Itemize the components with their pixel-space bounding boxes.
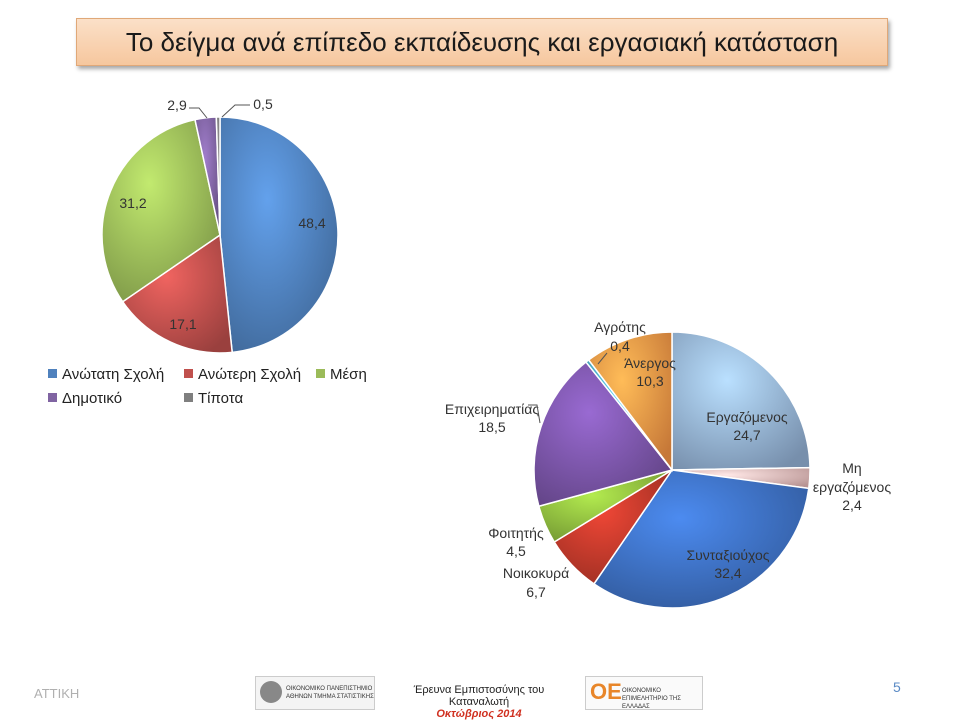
pie-slice-1-2 (592, 469, 810, 609)
category-label-1-1b: εργαζόμενος (813, 479, 891, 495)
value-label-0-2: 31,2 (119, 195, 146, 211)
page-number: 5 (893, 679, 901, 695)
legend-swatch-icon (48, 393, 57, 402)
footer: ΑΤΤΙΚΗ ΟΙΚΟΝΟΜΙΚΟ ΠΑΝΕΠΙΣΤΗΜΙΟ ΑΘΗΝΩΝ ΤΜ… (0, 666, 960, 720)
aueb-logo: ΟΙΚΟΝΟΜΙΚΟ ΠΑΝΕΠΙΣΤΗΜΙΟ ΑΘΗΝΩΝ ΤΜΗΜΑ ΣΤΑ… (255, 676, 375, 710)
category-label-1-0: Εργαζόμενος (706, 409, 788, 425)
legend-item-4: Τίποτα (184, 390, 243, 407)
value-label-0-3: 2,9 (167, 97, 187, 113)
legend-item-3: Δημοτικό (48, 390, 122, 407)
legend-label: Ανώτερη Σχολή (198, 366, 302, 383)
pie-slice-1-7 (587, 331, 673, 473)
value-label-1-2: 32,4 (714, 565, 741, 581)
legend-swatch-icon (316, 369, 325, 378)
category-label-1-2: Συνταξιούχος (686, 547, 769, 563)
value-label-1-4: 4,5 (506, 543, 526, 559)
value-label-0-4: 0,5 (253, 96, 273, 112)
category-label-1-5: Επιχειρηματίας (445, 401, 539, 417)
survey-date: Οκτώβριος 2014 (436, 708, 522, 720)
leader-line-0-3 (189, 107, 208, 119)
legend-item-0: Ανώτατη Σχολή (48, 366, 164, 383)
value-label-1-3: 6,7 (526, 584, 546, 600)
pie-slice-0-0 (219, 116, 339, 354)
value-label-1-7: 10,3 (636, 373, 663, 389)
logo2-text: ΟΙΚΟΝΟΜΙΚΟ ΕΠΙΜΕΛΗΤΗΡΙΟ ΤΗΣ ΕΛΛΑΔΑΣ (622, 688, 681, 710)
value-label-1-5: 18,5 (478, 419, 505, 435)
charts-canvas: 48,4 17,1 31,2 2,9 0,5 Εργαζόμενος 24,7 Μη εργαζ… (101, 96, 891, 609)
legend-label: Μέση (330, 366, 367, 383)
education-pie-chart (101, 116, 339, 354)
legend-label: Δημοτικό (62, 390, 123, 407)
legend-swatch-icon (48, 369, 57, 378)
leader-line-0-4 (221, 104, 250, 118)
pie-slice-0-2 (101, 118, 221, 303)
value-label-1-1: 2,4 (842, 497, 862, 513)
logo1-text: ΟΙΚΟΝΟΜΙΚΟ ΠΑΝΕΠΙΣΤΗΜΙΟ ΑΘΗΝΩΝ ΤΜΗΜΑ ΣΤΑ… (286, 686, 374, 700)
category-label-1-3: Νοικοκυρά (503, 565, 569, 581)
legend-label: Τίποτα (198, 390, 244, 407)
slide-title: Το δείγμα ανά επίπεδο εκπαίδευσης και ερ… (125, 27, 839, 57)
legend-item-1: Ανώτερη Σχολή (184, 366, 301, 383)
category-label-1-7: Άνεργος (624, 355, 676, 371)
legend-swatch-icon (184, 393, 193, 402)
category-label-1-4: Φοιτητής (488, 525, 544, 541)
oee-mark-icon: OE (590, 679, 622, 704)
pie-slice-1-0 (671, 331, 811, 471)
leader-line-1-6 (597, 352, 608, 365)
oee-logo: OE ΟΙΚΟΝΟΜΙΚΟ ΕΠΙΜΕΛΗΤΗΡΙΟ ΤΗΣ ΕΛΛΑΔΑΣ (585, 676, 703, 710)
seal-icon (260, 681, 282, 703)
value-label-1-6: 0,4 (610, 338, 630, 354)
survey-caption: Έρευνα Εμπιστοσύνης του Καταναλωτή Οκτώβ… (384, 684, 574, 720)
title-banner: Το δείγμα ανά επίπεδο εκπαίδευσης και ερ… (76, 18, 888, 66)
pie-slice-0-1 (121, 233, 234, 354)
pie-slice-0-4 (215, 116, 221, 236)
value-label-1-0: 24,7 (733, 427, 760, 443)
survey-title: Έρευνα Εμπιστοσύνης του Καταναλωτή (413, 684, 545, 708)
leader-line-1-5 (528, 404, 541, 424)
value-label-0-0: 48,4 (298, 215, 325, 231)
employment-pie-chart (533, 331, 811, 609)
value-label-0-1: 17,1 (169, 316, 196, 332)
category-label-1-6: Αγρότης (594, 319, 646, 335)
pie-slice-1-5 (533, 361, 674, 508)
region-label: ΑΤΤΙΚΗ (34, 686, 80, 701)
category-label-1-1a: Μη (842, 460, 861, 476)
legend-swatch-icon (184, 369, 193, 378)
legend-label: Ανώτατη Σχολή (62, 366, 165, 383)
legend-item-2: Μέση (316, 366, 367, 383)
